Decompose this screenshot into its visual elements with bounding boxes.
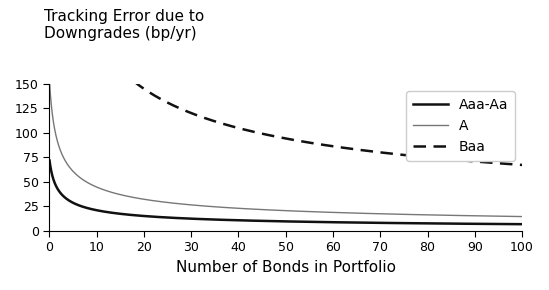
Aaa-Aa [227,218,233,222]
A [354,211,360,215]
Aaa-Aa [132,213,139,217]
Baa [354,148,360,151]
A [519,215,525,218]
A [435,213,441,217]
Line: Baa: Baa [49,0,522,165]
A [227,206,233,210]
Aaa-Aa [435,222,441,225]
Baa [399,153,405,157]
Aaa-Aa [519,222,525,226]
Baa [132,81,139,84]
Baa [435,157,441,160]
X-axis label: Number of Bonds in Portfolio: Number of Bonds in Portfolio [176,260,396,275]
A [329,211,336,214]
Aaa-Aa [46,159,53,162]
Aaa-Aa [329,220,336,224]
Aaa-Aa [399,221,405,225]
A [46,80,53,84]
Line: A: A [49,82,522,217]
Legend: Aaa-Aa, A, Baa: Aaa-Aa, A, Baa [406,91,515,161]
A [132,196,139,200]
A [399,213,405,216]
Baa [519,163,525,167]
Baa [227,124,233,128]
Aaa-Aa [354,221,360,224]
Baa [329,144,336,148]
Line: Aaa-Aa: Aaa-Aa [49,161,522,224]
Text: Tracking Error due to
Downgrades (bp/yr): Tracking Error due to Downgrades (bp/yr) [44,9,204,41]
